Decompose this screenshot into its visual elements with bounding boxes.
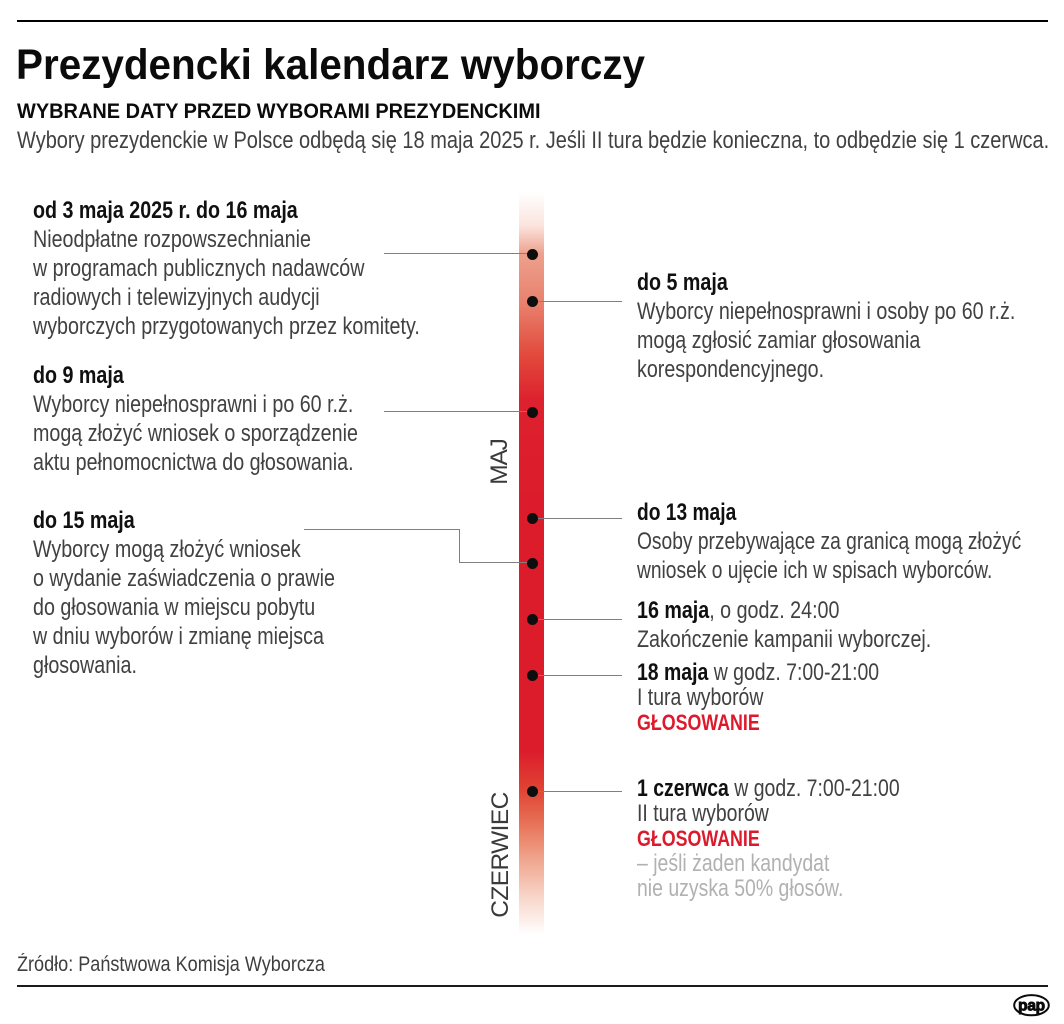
svg-text:pap: pap <box>1018 997 1045 1014</box>
